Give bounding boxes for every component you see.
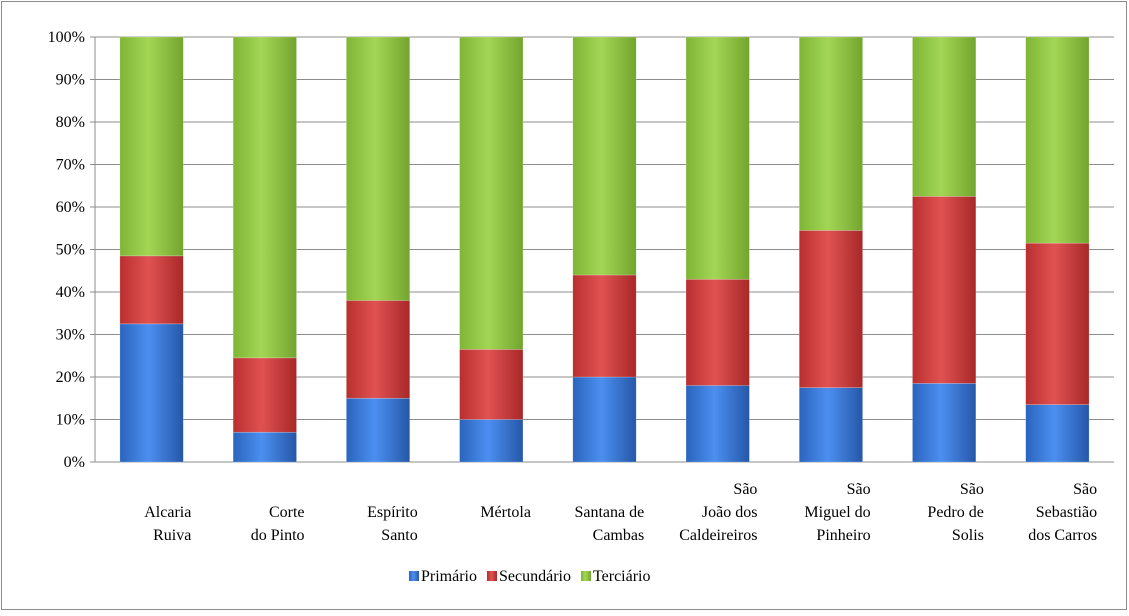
legend-label: Secundário <box>499 568 571 585</box>
bar-segment-terciario <box>119 36 184 257</box>
bar-segment-primario <box>798 387 863 463</box>
y-tick-label: 40% <box>56 284 85 301</box>
x-tick-label: São <box>960 481 984 498</box>
y-tick-label: 90% <box>56 72 85 89</box>
bar-segment-primario <box>346 397 411 463</box>
bar-segment-primario <box>1025 404 1090 463</box>
x-tick-label: Cambas <box>593 527 645 544</box>
x-tick-labels: Alcaria Ruiva Corte do Pinto Espírito Santo Mé… <box>144 481 1097 544</box>
x-tick-label: Miguel do <box>804 504 870 521</box>
x-tick-label: Ruiva <box>153 527 191 544</box>
y-tick-label: 0% <box>64 454 85 471</box>
y-tick-label: 80% <box>56 114 85 131</box>
y-tick-label: 70% <box>56 157 85 174</box>
bar-segment-secundario <box>1025 242 1090 405</box>
bar-segment-primario <box>232 431 297 463</box>
x-tick-label: Santana de <box>574 504 644 521</box>
legend-swatch <box>487 571 497 581</box>
legend-swatch <box>409 571 419 581</box>
x-tick-label: São <box>1073 481 1097 498</box>
bar-segment-primario <box>572 376 637 463</box>
bar-segment-terciario <box>459 36 524 350</box>
bar-segment-terciario <box>1025 36 1090 244</box>
y-tick-label: 60% <box>56 199 85 216</box>
bar-segment-primario <box>119 323 184 463</box>
y-tick-label: 100% <box>48 29 85 46</box>
x-tick-label: Alcaria <box>144 504 191 521</box>
bar-segment-secundario <box>459 349 524 420</box>
x-tick-label: do Pinto <box>251 527 305 544</box>
bar-segment-terciario <box>798 36 863 231</box>
y-tick-label: 10% <box>56 412 85 429</box>
bar-segment-secundario <box>685 278 750 386</box>
bar-segment-terciario <box>572 36 637 276</box>
x-tick-label: Pedro de <box>927 504 983 521</box>
x-tick-label: Espírito <box>367 504 418 521</box>
axes: 0% 10% 20% 30% 40% 50% 60% 70% 80% 90% 100% <box>48 29 1114 471</box>
bar-segment-terciario <box>912 36 977 197</box>
legend-label: Primário <box>421 568 477 585</box>
bar-segment-secundario <box>798 230 863 388</box>
bar-segment-secundario <box>912 196 977 384</box>
x-tick-label: São <box>847 481 871 498</box>
x-tick-label: dos Carros <box>1028 527 1097 544</box>
x-tick-label: Mértola <box>480 504 531 521</box>
y-tick-label: 50% <box>56 242 85 259</box>
legend-swatch <box>580 571 591 581</box>
y-tick-label: 30% <box>56 327 85 344</box>
x-tick-label: São <box>733 481 757 498</box>
x-tick-label: Caldeireiros <box>679 527 757 544</box>
bar-segment-terciario <box>685 36 750 280</box>
legend: Primário Secundário Terciário <box>409 568 651 585</box>
legend-label: Terciário <box>593 568 651 585</box>
bar-segment-terciario <box>346 36 411 301</box>
bars <box>119 36 1090 463</box>
x-tick-label: João dos <box>702 504 758 521</box>
bar-segment-secundario <box>232 357 297 433</box>
bar-segment-secundario <box>572 274 637 378</box>
bar-segment-terciario <box>232 36 297 359</box>
bar-segment-primario <box>912 383 977 463</box>
x-tick-label: Santo <box>381 527 417 544</box>
y-tick-label: 20% <box>56 369 85 386</box>
x-tick-label: Solis <box>952 527 984 544</box>
x-tick-label: Sebastião <box>1036 504 1097 521</box>
bar-segment-secundario <box>119 255 184 325</box>
x-tick-label: Pinheiro <box>816 527 870 544</box>
bar-segment-secundario <box>346 300 411 399</box>
bar-segment-primario <box>685 385 750 463</box>
bar-segment-primario <box>459 419 524 463</box>
x-tick-label: Corte <box>269 504 305 521</box>
